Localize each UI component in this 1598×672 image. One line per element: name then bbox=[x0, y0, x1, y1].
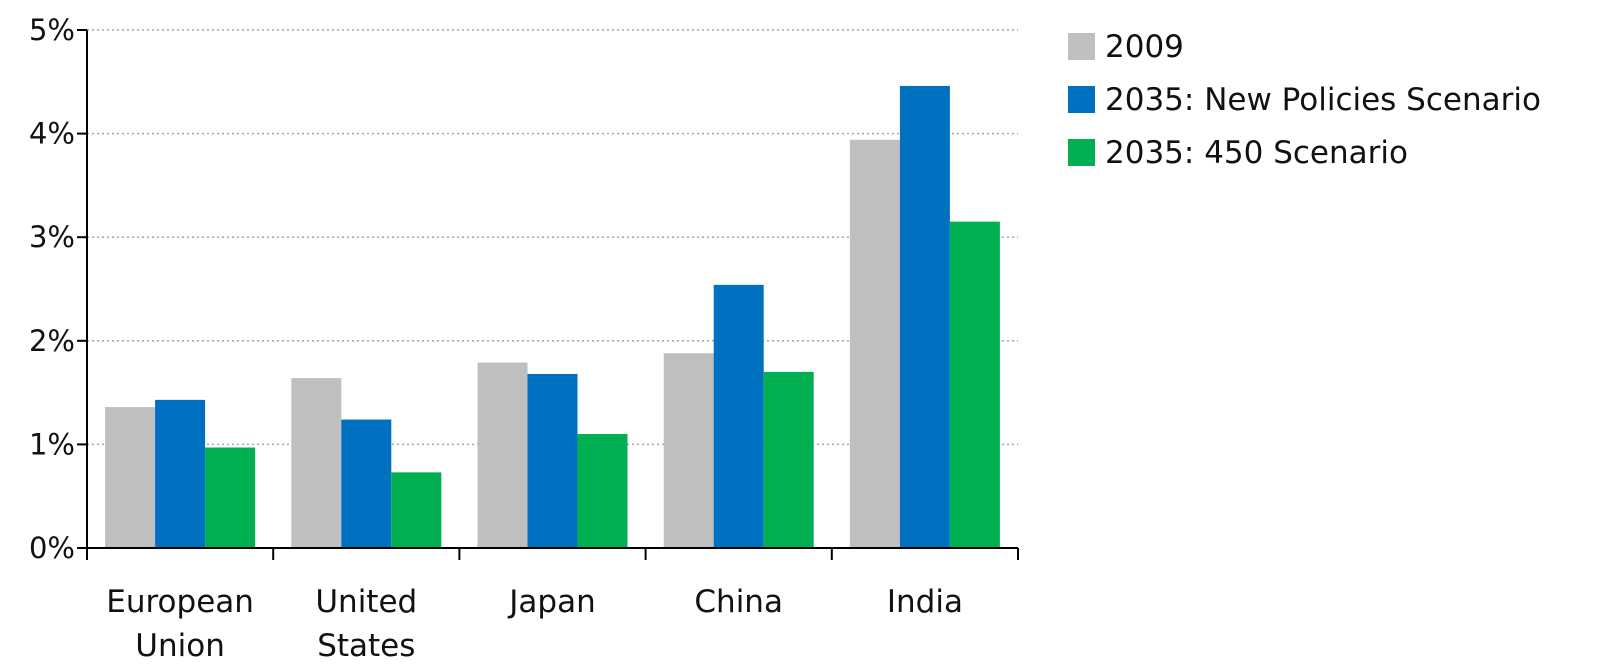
bar-united-states-series-1 bbox=[341, 419, 392, 548]
bar-european-union-series-0 bbox=[105, 407, 156, 548]
x-category-label: China bbox=[694, 584, 783, 620]
y-tick-label: 3% bbox=[29, 220, 75, 254]
x-category-label-line: United bbox=[315, 584, 417, 620]
bar-japan-series-2 bbox=[577, 434, 628, 548]
y-tick-label: 0% bbox=[29, 531, 75, 565]
bar-india-series-0 bbox=[849, 139, 900, 549]
bar-united-states-series-0 bbox=[291, 378, 342, 548]
bar-japan-series-0 bbox=[477, 362, 528, 548]
y-tick-label: 1% bbox=[29, 427, 75, 461]
bar-india-series-2 bbox=[949, 221, 1000, 548]
bar-united-states-series-2 bbox=[391, 472, 442, 548]
bar-european-union-series-1 bbox=[155, 399, 206, 548]
x-category-label-line: Union bbox=[135, 628, 225, 664]
legend-item: 2035: 450 Scenario bbox=[1068, 126, 1541, 179]
legend-label: 2009 bbox=[1105, 28, 1184, 65]
x-axis-categories: European Union United States Japan China India bbox=[106, 584, 963, 664]
legend-swatch bbox=[1068, 139, 1095, 166]
x-category-label-line: European bbox=[106, 584, 254, 620]
x-category-label: United States bbox=[315, 584, 417, 664]
x-category-label: European Union bbox=[106, 584, 254, 664]
bars bbox=[105, 85, 1000, 549]
legend-swatch bbox=[1068, 33, 1095, 60]
y-axis-ticks: 0% 1% 2% 3% 4% 5% bbox=[29, 13, 75, 565]
x-category-label-line: China bbox=[694, 584, 783, 620]
y-tick-label: 4% bbox=[29, 117, 75, 151]
bar-european-union-series-2 bbox=[205, 447, 256, 548]
y-tick-label: 5% bbox=[29, 13, 75, 47]
legend-label: 2035: 450 Scenario bbox=[1105, 134, 1408, 171]
bar-japan-series-1 bbox=[527, 373, 578, 548]
y-tick-label: 2% bbox=[29, 324, 75, 358]
x-category-label-line: States bbox=[317, 628, 415, 664]
bar-china-series-1 bbox=[713, 284, 764, 548]
legend-item: 2009 bbox=[1068, 20, 1541, 73]
bar-india-series-1 bbox=[899, 85, 950, 548]
x-category-label-line: Japan bbox=[507, 584, 595, 620]
x-category-label: Japan bbox=[507, 584, 595, 620]
legend: 2009 2035: New Policies Scenario 2035: 450… bbox=[1068, 20, 1541, 179]
legend-swatch bbox=[1068, 86, 1095, 113]
axes bbox=[77, 29, 1019, 560]
x-category-label: India bbox=[887, 584, 963, 620]
legend-label: 2035: New Policies Scenario bbox=[1105, 81, 1541, 118]
bar-china-series-0 bbox=[663, 353, 714, 548]
bar-china-series-2 bbox=[763, 371, 814, 548]
x-category-label-line: India bbox=[887, 584, 963, 620]
legend-item: 2035: New Policies Scenario bbox=[1068, 73, 1541, 126]
